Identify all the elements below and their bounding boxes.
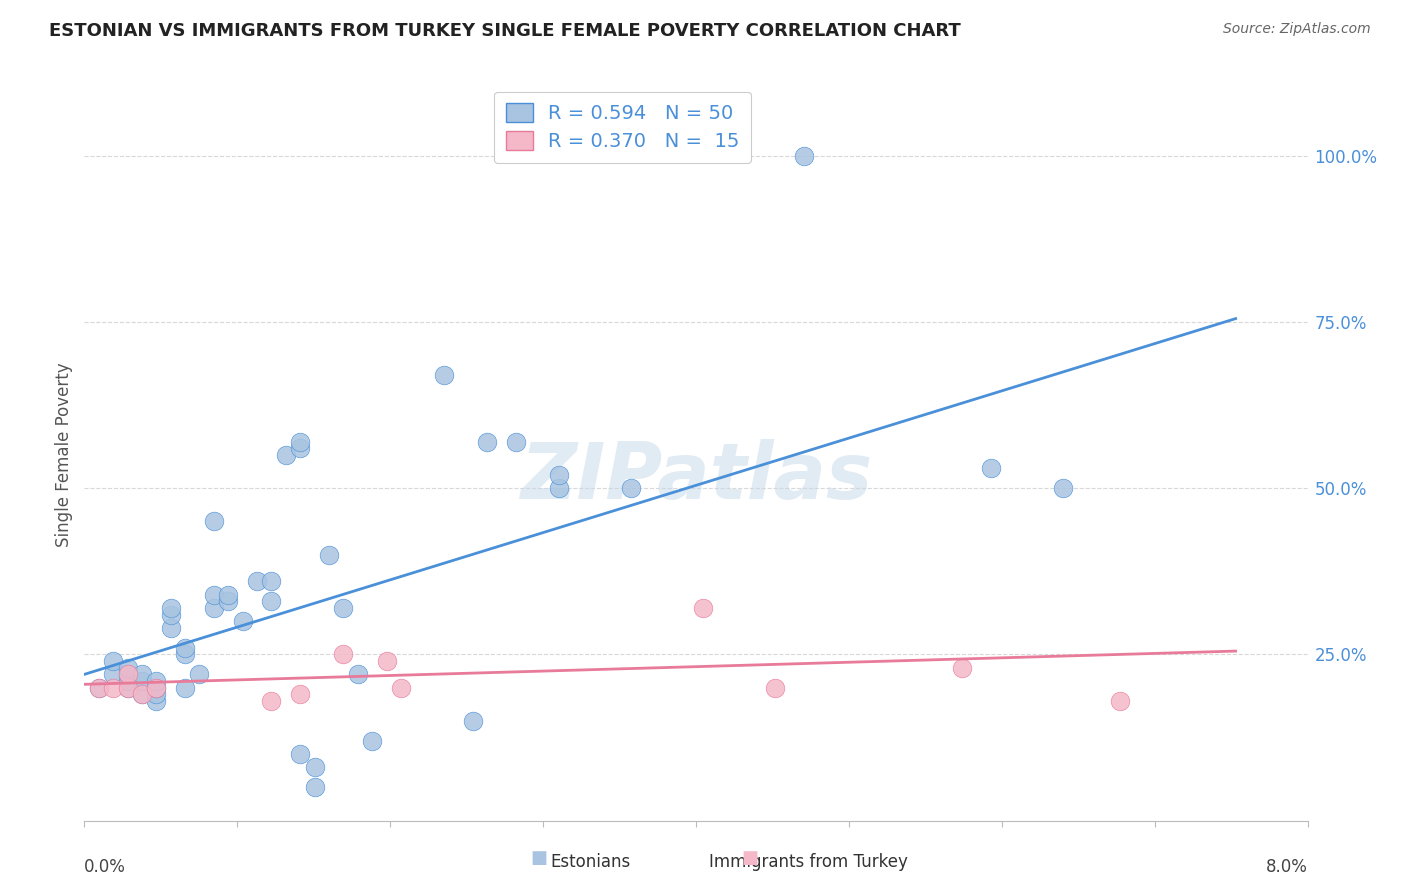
Point	[318, 548, 340, 562]
Point	[202, 600, 225, 615]
Text: Source: ZipAtlas.com: Source: ZipAtlas.com	[1223, 22, 1371, 37]
Point	[477, 434, 499, 449]
Point	[375, 654, 398, 668]
Text: Estonians: Estonians	[550, 853, 631, 871]
Point	[145, 681, 167, 695]
Point	[304, 760, 326, 774]
Text: ■: ■	[530, 849, 547, 867]
Point	[1109, 694, 1132, 708]
Point	[1052, 481, 1074, 495]
Point	[87, 681, 110, 695]
Point	[117, 673, 139, 688]
Y-axis label: Single Female Poverty: Single Female Poverty	[55, 363, 73, 547]
Point	[145, 694, 167, 708]
Point	[692, 600, 714, 615]
Point	[260, 574, 283, 589]
Text: ESTONIAN VS IMMIGRANTS FROM TURKEY SINGLE FEMALE POVERTY CORRELATION CHART: ESTONIAN VS IMMIGRANTS FROM TURKEY SINGL…	[49, 22, 960, 40]
Point	[217, 594, 239, 608]
Point	[117, 661, 139, 675]
Point	[260, 694, 283, 708]
Point	[620, 481, 643, 495]
Point	[290, 747, 312, 761]
Point	[202, 588, 225, 602]
Point	[101, 667, 124, 681]
Point	[131, 687, 153, 701]
Point	[145, 673, 167, 688]
Point	[159, 607, 181, 622]
Point	[174, 648, 197, 662]
Point	[202, 515, 225, 529]
Point	[793, 149, 815, 163]
Point	[117, 681, 139, 695]
Point	[145, 687, 167, 701]
Point	[332, 648, 354, 662]
Point	[131, 687, 153, 701]
Point	[548, 467, 571, 482]
Point	[274, 448, 297, 462]
Point	[87, 681, 110, 695]
Point	[131, 673, 153, 688]
Point	[548, 481, 571, 495]
Text: Immigrants from Turkey: Immigrants from Turkey	[709, 853, 908, 871]
Point	[260, 594, 283, 608]
Text: ZIPatlas: ZIPatlas	[520, 439, 872, 515]
Point	[159, 621, 181, 635]
Point	[232, 614, 254, 628]
Point	[505, 434, 527, 449]
Point	[361, 734, 384, 748]
Text: 8.0%: 8.0%	[1265, 858, 1308, 876]
Point	[131, 667, 153, 681]
Point	[117, 667, 139, 681]
Legend: R = 0.594   N = 50, R = 0.370   N =  15: R = 0.594 N = 50, R = 0.370 N = 15	[494, 92, 751, 162]
Text: ■: ■	[741, 849, 758, 867]
Point	[950, 661, 973, 675]
Point	[145, 681, 167, 695]
Point	[101, 681, 124, 695]
Point	[174, 681, 197, 695]
Point	[101, 654, 124, 668]
Point	[117, 681, 139, 695]
Point	[461, 714, 484, 728]
Point	[217, 588, 239, 602]
Point	[290, 434, 312, 449]
Point	[304, 780, 326, 795]
Point	[332, 600, 354, 615]
Point	[346, 667, 368, 681]
Point	[246, 574, 269, 589]
Point	[117, 667, 139, 681]
Point	[433, 368, 456, 383]
Point	[980, 461, 1002, 475]
Point	[389, 681, 412, 695]
Text: 0.0%: 0.0%	[84, 858, 127, 876]
Point	[159, 600, 181, 615]
Point	[290, 687, 312, 701]
Point	[290, 442, 312, 456]
Point	[763, 681, 786, 695]
Point	[174, 640, 197, 655]
Point	[188, 667, 211, 681]
